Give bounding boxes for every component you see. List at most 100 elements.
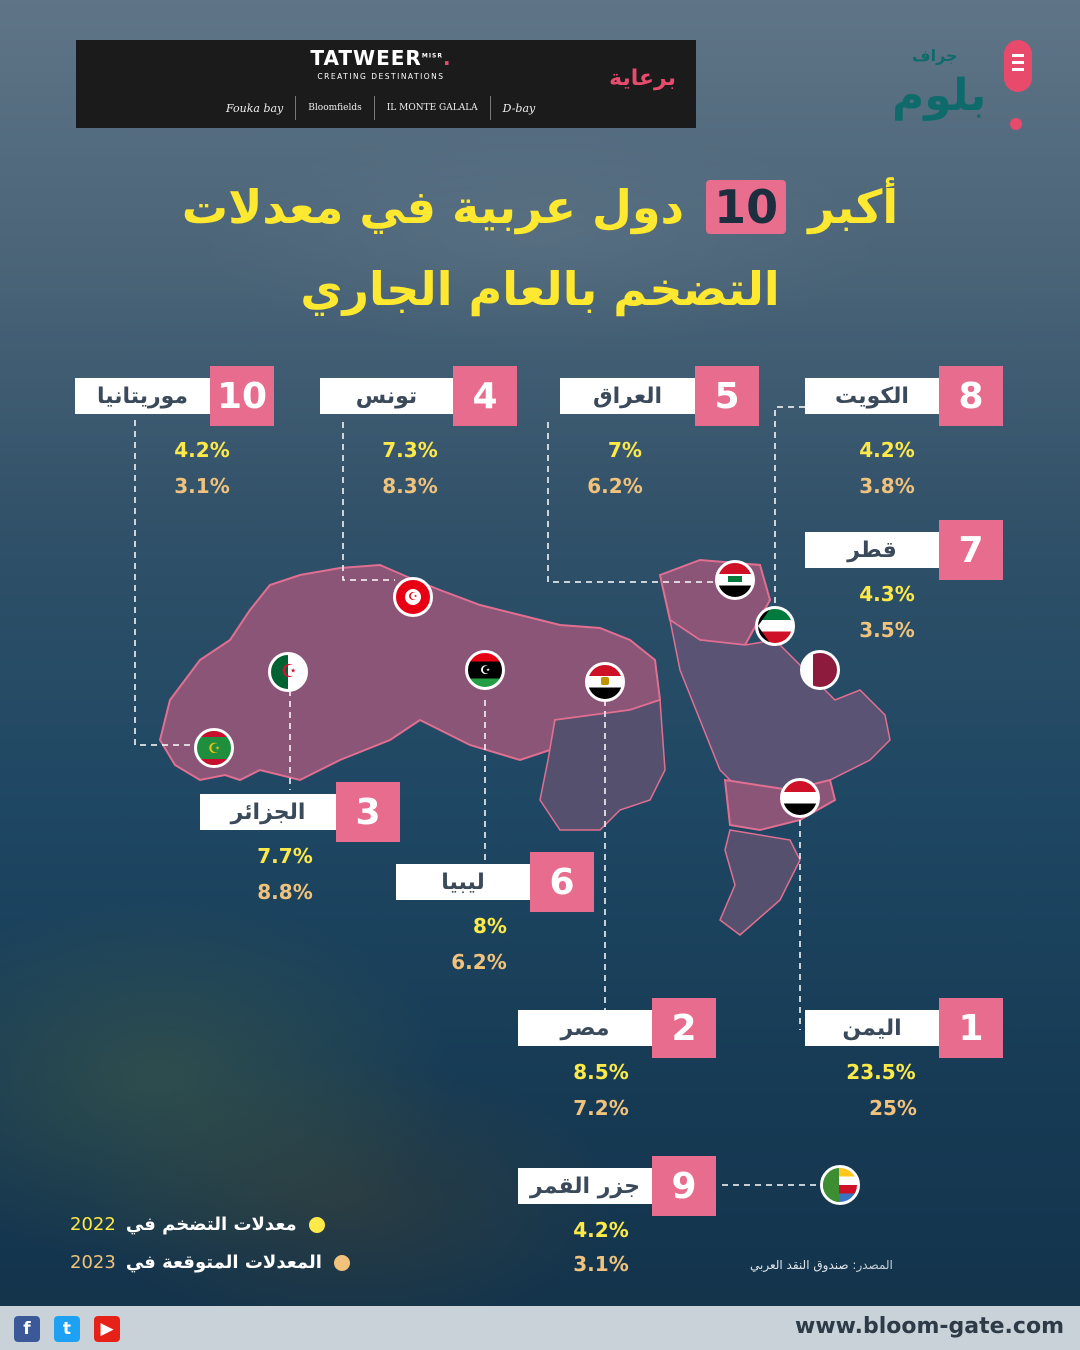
- legend-dot-yellow: [308, 1216, 325, 1233]
- legend-item-2022: معدلات التضخم في 2022: [70, 1214, 325, 1235]
- youtube-icon[interactable]: ▶: [94, 1316, 120, 1342]
- project-logo: D-bay: [502, 101, 536, 115]
- country-name: تونس: [320, 378, 453, 414]
- legend-label: المعدلات المتوقعة في: [125, 1252, 322, 1273]
- logo-dot: [1010, 118, 1022, 130]
- country-name: قطر: [805, 532, 939, 568]
- country-card[interactable]: الكويت 8: [805, 366, 1003, 426]
- expected-2023-value: 6.2%: [451, 950, 507, 974]
- country-card[interactable]: الجزائر 3: [200, 782, 400, 842]
- project-logo: IL MONTE GALALA: [386, 103, 478, 113]
- rank-badge: 1: [939, 998, 1003, 1058]
- rank-badge: 3: [336, 782, 400, 842]
- project-logo: Bloomfields: [308, 103, 362, 113]
- inflation-2022-value: 7%: [608, 438, 642, 462]
- country-card[interactable]: مصر 2: [518, 998, 716, 1058]
- title-word: دول عربية في معدلات: [181, 180, 685, 234]
- source-note: المصدر: صندوق النقد العربي: [750, 1258, 893, 1272]
- bloom-logo[interactable]: جراف بلوم: [888, 36, 1048, 136]
- rank-badge: 5: [695, 366, 759, 426]
- country-card[interactable]: موريتانيا 10: [75, 366, 274, 426]
- connector-kuwait: [774, 406, 805, 610]
- qatar-flag: [800, 650, 840, 690]
- brand-tagline: CREATING DESTINATIONS: [317, 72, 445, 81]
- country-name: مصر: [518, 1010, 652, 1046]
- country-card[interactable]: قطر 7: [805, 520, 1003, 580]
- expected-2023-value: 6.2%: [587, 474, 643, 498]
- algeria-flag: ☪: [268, 652, 308, 692]
- expected-2023-value: 8.8%: [257, 880, 313, 904]
- rank-badge: 9: [652, 1156, 716, 1216]
- yemen-flag: [780, 778, 820, 818]
- rank-badge: 6: [530, 852, 594, 912]
- country-name: الجزائر: [200, 794, 336, 830]
- mauritania-flag: ☪: [194, 728, 234, 768]
- country-card[interactable]: ليبيا 6: [396, 852, 594, 912]
- country-name: جزر القمر: [518, 1168, 652, 1204]
- microphone-icon: [1004, 40, 1032, 92]
- logo-big-text: بلوم: [892, 70, 987, 121]
- rank-badge: 7: [939, 520, 1003, 580]
- divider: [489, 96, 491, 120]
- inflation-2022-value: 4.2%: [573, 1218, 629, 1242]
- inflation-2022-value: 7.7%: [257, 844, 313, 868]
- legend-year: 2023: [70, 1252, 116, 1273]
- twitter-icon[interactable]: t: [54, 1316, 80, 1342]
- facebook-icon[interactable]: f: [14, 1316, 40, 1342]
- brand-suffix: MISR: [421, 52, 443, 60]
- rank-badge: 10: [210, 366, 274, 426]
- country-name: موريتانيا: [75, 378, 210, 414]
- expected-2023-value: 8.3%: [382, 474, 438, 498]
- inflation-2022-value: 4.2%: [859, 438, 915, 462]
- egypt-flag: [585, 662, 625, 702]
- country-card[interactable]: جزر القمر 9: [518, 1156, 716, 1216]
- country-name: الكويت: [805, 378, 939, 414]
- logo-small-text: جراف: [912, 46, 958, 65]
- inflation-2022-value: 8.5%: [573, 1060, 629, 1084]
- map-region-maghreb: [158, 563, 662, 782]
- country-card[interactable]: تونس 4: [320, 366, 517, 426]
- sponsor-label: برعاية: [609, 66, 676, 91]
- inflation-2022-value: 8%: [473, 914, 507, 938]
- country-name: ليبيا: [396, 864, 530, 900]
- rank-badge: 4: [453, 366, 517, 426]
- legend-item-2023: المعدلات المتوقعة في 2023: [70, 1252, 350, 1273]
- legend-year: 2022: [70, 1214, 116, 1235]
- expected-2023-value: 3.5%: [859, 618, 915, 642]
- sponsor-banner: TATWEERMISR. CREATING DESTINATIONS Fouka…: [76, 40, 696, 128]
- inflation-2022-value: 7.3%: [382, 438, 438, 462]
- expected-2023-value: 3.1%: [573, 1252, 629, 1276]
- comoros-flag: [820, 1165, 860, 1205]
- expected-2023-value: 3.8%: [859, 474, 915, 498]
- source-value: صندوق النقد العربي: [750, 1258, 849, 1272]
- country-card[interactable]: اليمن 1: [805, 998, 1003, 1058]
- project-logos: Fouka bay Bloomfields IL MONTE GALALA D-…: [226, 96, 535, 120]
- connector-iraq: [547, 422, 715, 583]
- divider: [373, 96, 375, 120]
- page-title: أكبر 10 دول عربية في معدلات: [90, 180, 990, 234]
- libya-flag: ☪: [465, 650, 505, 690]
- website-link[interactable]: www.bloom-gate.com: [795, 1314, 1064, 1339]
- brand-name: TATWEER: [310, 46, 422, 70]
- connector-mauritania: [134, 420, 195, 746]
- page-subtitle: التضخم بالعام الجاري: [300, 262, 780, 316]
- country-name: اليمن: [805, 1010, 939, 1046]
- connector-tunisia: [342, 422, 395, 581]
- project-logo: Fouka bay: [226, 101, 284, 115]
- iraq-flag: [715, 560, 755, 600]
- title-number-badge: 10: [706, 180, 787, 234]
- expected-2023-value: 7.2%: [573, 1096, 629, 1120]
- inflation-2022-value: 4.2%: [174, 438, 230, 462]
- connector-lines: [134, 406, 820, 1186]
- map-region-arabia: [668, 618, 891, 791]
- country-name: العراق: [560, 378, 695, 414]
- tatweer-logo: TATWEERMISR. CREATING DESTINATIONS: [76, 46, 686, 81]
- title-word: أكبر: [808, 180, 899, 234]
- inflation-2022-value: 23.5%: [846, 1060, 916, 1084]
- expected-2023-value: 3.1%: [174, 474, 230, 498]
- source-label: المصدر:: [852, 1258, 893, 1272]
- map-region-sudan: [539, 698, 666, 831]
- country-card[interactable]: العراق 5: [560, 366, 759, 426]
